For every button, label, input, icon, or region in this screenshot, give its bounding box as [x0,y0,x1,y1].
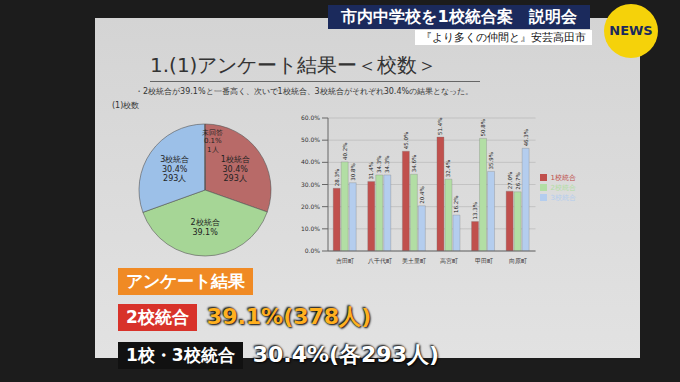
svg-text:0.0%: 0.0% [305,247,321,254]
html-text:(1)校数: (1)校数 [112,101,140,110]
svg-text:32.4%: 32.4% [445,160,451,177]
svg-text:高宮町: 高宮町 [440,257,458,264]
svg-text:27.0%: 27.0% [507,172,513,189]
svg-text:35.9%: 35.9% [488,152,494,169]
svg-text:10.0%: 10.0% [301,225,320,232]
svg-text:60.0%: 60.0% [301,114,320,121]
svg-text:50.8%: 50.8% [480,119,486,136]
svg-text:50.0%: 50.0% [301,136,320,143]
html-text:2校統合: 2校統合 [126,306,189,327]
svg-text:向原町: 向原町 [509,257,527,264]
html-text:1校・3校統合: 1校・3校統合 [126,344,235,365]
html-text:・2校統合が39.1%と一番高く、次いで1校統合、3校統合が: ・2校統合が39.1%と一番高く、次いで1校統合、3校統合がそれぞれ30.4%の… [135,87,474,96]
html-text:市内中学校を1校統合案 説明会: 市内中学校を1校統合案 説明会 [341,7,577,26]
html-text:3校統合: 3校統合 [550,193,576,202]
svg-text:2校統合39.1%: 2校統合39.1% [191,218,220,237]
svg-text:40.0%: 40.0% [301,158,320,165]
svg-text:45.0%: 45.0% [403,132,409,149]
svg-text:13.3%: 13.3% [472,202,478,219]
svg-text:26.7%: 26.7% [515,172,521,189]
svg-text:20.4%: 20.4% [419,186,425,203]
svg-text:28.3%: 28.3% [334,169,340,186]
svg-text:46.3%: 46.3% [523,129,529,146]
svg-text:未回答0.1%1人: 未回答0.1%1人 [202,129,223,154]
svg-text:八千代町: 八千代町 [368,257,392,264]
svg-text:34.3%: 34.3% [384,155,390,172]
html-text:39.1%(378人): 39.1%(378人) [206,304,372,329]
svg-text:34.3%: 34.3% [376,155,382,172]
html-text:30.4%(各293人): 30.4%(各293人) [252,342,439,367]
svg-text:20.0%: 20.0% [301,203,320,210]
svg-text:51.4%: 51.4% [437,118,443,135]
svg-text:31.4%: 31.4% [368,162,374,179]
svg-text:30.8%: 30.8% [350,163,356,180]
svg-text:吉田町: 吉田町 [336,257,354,264]
svg-text:3校統合30.4%293人: 3校統合30.4%293人 [160,155,189,183]
svg-text:1校統合30.4%293人: 1校統合30.4%293人 [221,155,250,183]
svg-text:34.6%: 34.6% [411,155,417,172]
html-text:1.(1)アンケート結果ー＜校数＞: 1.(1)アンケート結果ー＜校数＞ [150,53,438,77]
html-text:2校統合: 2校統合 [550,183,576,192]
svg-text:16.2%: 16.2% [453,196,459,213]
html-text:NEWS: NEWS [609,23,653,38]
svg-text:甲田町: 甲田町 [475,257,493,264]
svg-text:美土里町: 美土里町 [402,257,426,264]
svg-text:30.0%: 30.0% [301,181,320,188]
svg-text:40.2%: 40.2% [342,142,348,159]
html-text:1校統合: 1校統合 [550,173,576,182]
html-text:アンケート結果: アンケート結果 [126,271,245,291]
html-text:『より多くの仲間と』安芸高田市: 『より多くの仲間と』安芸高田市 [421,31,586,44]
